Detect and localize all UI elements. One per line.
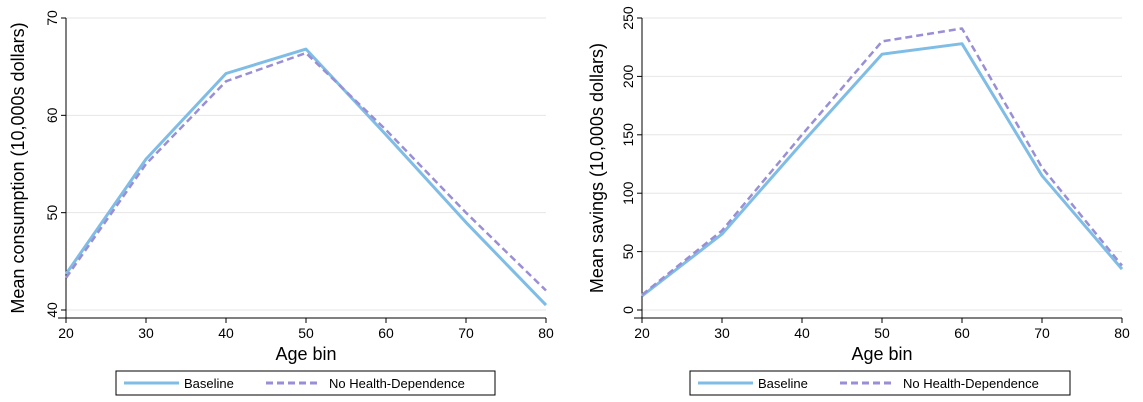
y-axis-title: Mean savings (10,000s dollars) xyxy=(587,43,607,293)
x-tick-label: 30 xyxy=(138,325,154,341)
consumption-chart: 40 50 60 70 20 30 40 50 60 70 80 Age bin Mean consum… xyxy=(8,10,554,396)
savings-chart: 0 50 100 150 200 250 20 30 40 50 60 70 80 Age bin Mean… xyxy=(587,6,1130,396)
y-tick-label: 50 xyxy=(44,205,60,221)
y-tick-label: 100 xyxy=(620,181,636,205)
x-tick-label: 60 xyxy=(378,325,394,341)
x-axis-title: Age bin xyxy=(851,344,912,364)
legend: Baseline No Health-Dependence xyxy=(689,370,1071,396)
y-tick-label: 50 xyxy=(620,244,636,260)
x-axis-title: Age bin xyxy=(275,344,336,364)
legend-label: Baseline xyxy=(758,376,808,391)
y-tick-label: 0 xyxy=(620,306,636,314)
baseline-series-line xyxy=(64,47,548,307)
x-tick-label: 70 xyxy=(458,325,474,341)
x-tick-label: 20 xyxy=(58,325,74,341)
y-tick-label: 40 xyxy=(44,302,60,318)
legend: Baseline No Health-Dependence xyxy=(115,370,496,396)
y-tick-label: 70 xyxy=(44,10,60,26)
baseline-series-line xyxy=(641,42,1124,298)
y-tick-label: 250 xyxy=(620,6,636,30)
x-tick-label: 40 xyxy=(218,325,234,341)
x-tick-label: 40 xyxy=(794,325,810,341)
x-tick-label: 50 xyxy=(874,325,890,341)
y-axis-title: Mean consumption (10,000s dollars) xyxy=(8,22,28,313)
x-tick-label: 50 xyxy=(298,325,314,341)
legend-label: No Health-Dependence xyxy=(903,376,1039,391)
x-tick-label: 80 xyxy=(1114,325,1130,341)
x-tick-label: 70 xyxy=(1034,325,1050,341)
x-tick-label: 20 xyxy=(634,325,650,341)
x-tick-label: 80 xyxy=(538,325,554,341)
y-tick-label: 150 xyxy=(620,123,636,147)
no-health-dependence-series-line xyxy=(641,27,1123,296)
legend-label: No Health-Dependence xyxy=(329,376,465,391)
y-tick-label: 200 xyxy=(620,65,636,89)
legend-label: Baseline xyxy=(184,376,234,391)
x-tick-label: 30 xyxy=(714,325,730,341)
no-health-dependence-series-line xyxy=(64,51,547,292)
x-tick-label: 60 xyxy=(954,325,970,341)
y-tick-label: 60 xyxy=(44,107,60,123)
